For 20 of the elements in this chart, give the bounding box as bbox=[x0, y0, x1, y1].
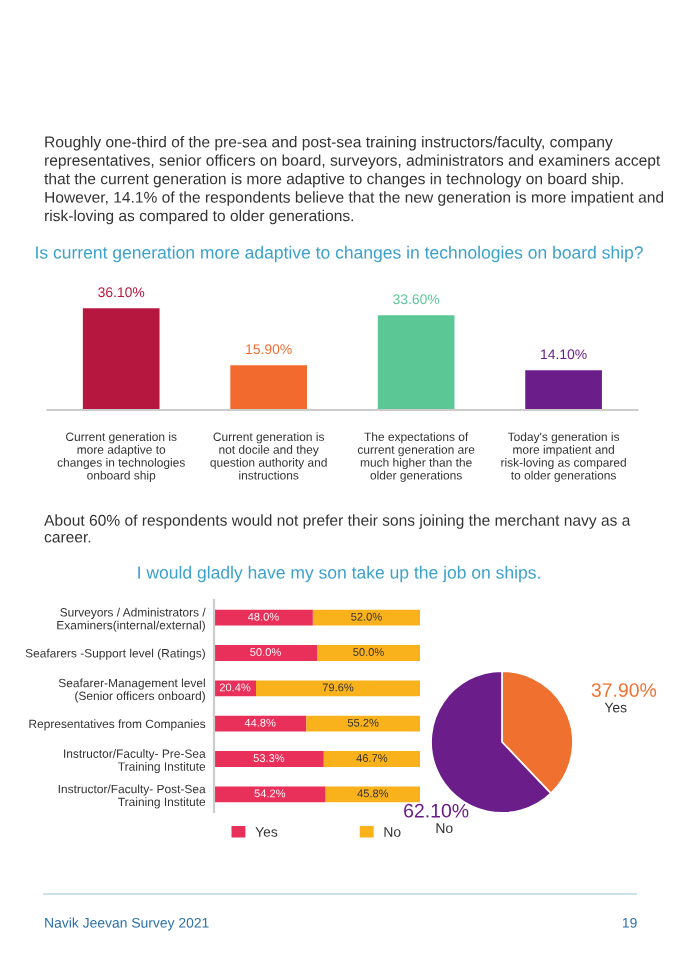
bar bbox=[82, 308, 160, 410]
bar bbox=[214, 786, 326, 803]
chart-title: Is current generation more adaptive to changes in technologies on board ship? bbox=[36, 245, 643, 263]
bar bbox=[214, 609, 313, 626]
bar bbox=[306, 715, 420, 732]
bar bbox=[214, 715, 307, 732]
bar bbox=[525, 370, 602, 410]
bar bbox=[214, 751, 324, 767]
chart-title: I would gladly have my son take up the job on ships. bbox=[138, 565, 540, 583]
data-label: 62.10% bbox=[404, 803, 469, 818]
bar bbox=[214, 680, 257, 697]
bar bbox=[312, 609, 420, 626]
bar bbox=[256, 680, 420, 697]
bar bbox=[325, 786, 420, 803]
bar bbox=[214, 645, 317, 661]
data-label: 37.90% bbox=[591, 683, 657, 697]
bar bbox=[317, 645, 420, 661]
bar bbox=[323, 751, 420, 767]
bar bbox=[377, 315, 455, 410]
bar bbox=[230, 365, 307, 410]
